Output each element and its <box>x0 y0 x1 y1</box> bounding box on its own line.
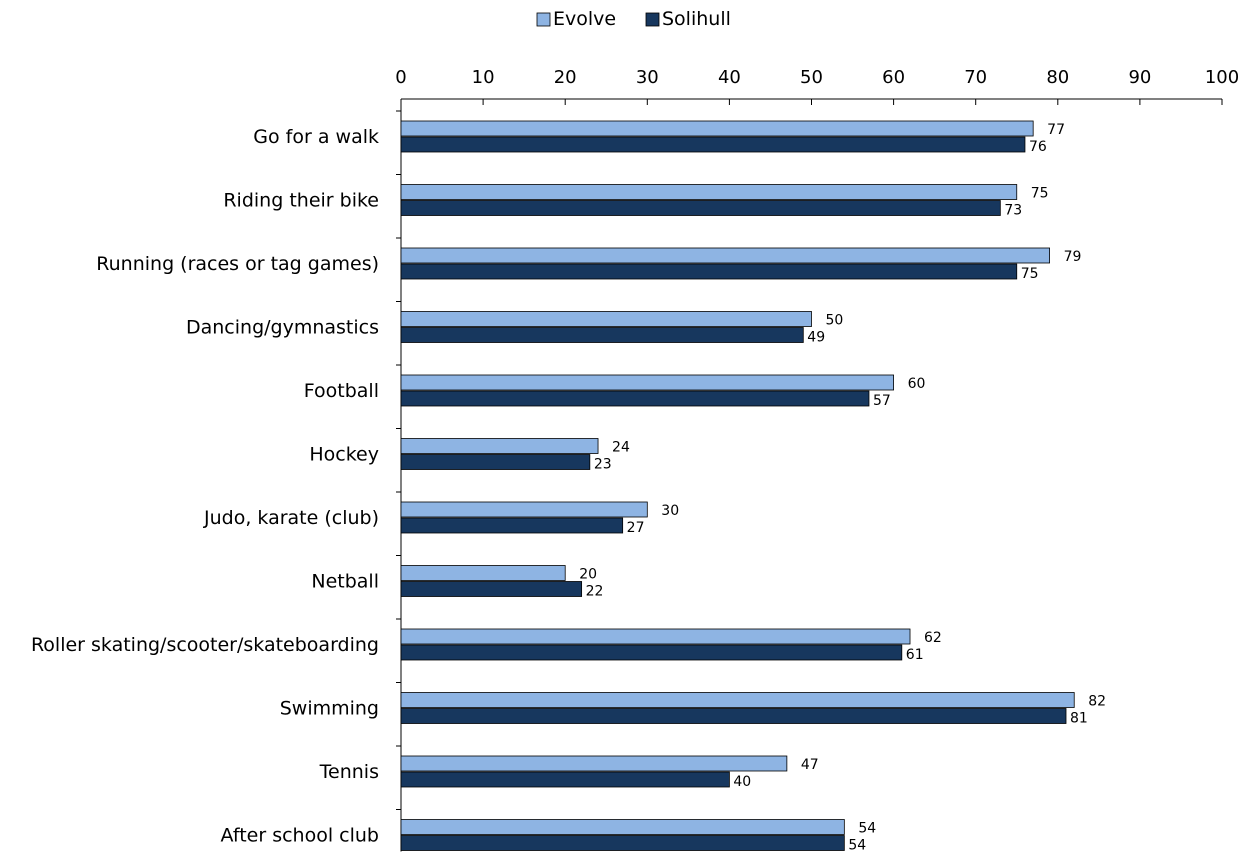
x-tick-label-0: 0 <box>395 67 406 88</box>
data-label-solihull-judo-karate-club: 27 <box>627 520 645 536</box>
category-label-swimming: Swimming <box>280 698 379 720</box>
legend: Evolve Solihull <box>536 8 731 30</box>
bar-solihull-dancing-gymnastics <box>400 327 804 343</box>
x-tick-label-30: 30 <box>636 67 659 88</box>
data-label-evolve-netball: 20 <box>579 567 597 583</box>
x-tick-label-60: 60 <box>882 67 905 88</box>
data-label-evolve-football: 60 <box>908 376 926 392</box>
data-label-solihull-riding-their-bike: 73 <box>1004 203 1022 219</box>
bar-solihull-swimming <box>400 708 1067 724</box>
x-tick-label-100: 100 <box>1205 67 1239 88</box>
legend-label-solihull: Solihull <box>662 8 731 30</box>
bar-evolve-roller-skating-scooter-skateboarding <box>400 628 911 645</box>
category-label-football: Football <box>304 380 379 402</box>
bar-solihull-go-for-a-walk <box>400 136 1026 153</box>
x-tick-label-10: 10 <box>472 67 495 88</box>
category-label-judo-karate-club: Judo, karate (club) <box>203 507 379 529</box>
category-labels: Go for a walk Riding their bike Running (r… <box>31 126 379 847</box>
category-label-netball: Netball <box>311 571 379 593</box>
bar-evolve-netball <box>400 565 566 581</box>
bar-solihull-football <box>400 390 870 407</box>
bar-evolve-dancing-gymnastics <box>400 311 812 327</box>
data-label-solihull-running-races-or-tag-games: 75 <box>1021 266 1039 282</box>
legend-label-evolve: Evolve <box>553 8 616 30</box>
data-label-evolve-roller-skating-scooter-skateboarding: 62 <box>924 630 942 646</box>
x-tick-label-70: 70 <box>964 67 987 88</box>
data-label-evolve-hockey: 24 <box>612 440 630 456</box>
data-label-solihull-go-for-a-walk: 76 <box>1029 139 1047 155</box>
data-label-solihull-netball: 22 <box>586 584 604 600</box>
category-label-after-school-club: After school club <box>221 825 379 847</box>
data-label-solihull-dancing-gymnastics: 49 <box>807 330 825 346</box>
bar-evolve-hockey <box>400 438 599 454</box>
bar-evolve-running-races-or-tag-games <box>400 247 1050 264</box>
data-label-evolve-judo-karate-club: 30 <box>661 503 679 519</box>
data-label-evolve-after-school-club: 54 <box>858 821 876 837</box>
data-label-evolve-dancing-gymnastics: 50 <box>826 313 844 329</box>
category-label-dancing-gymnastics: Dancing/gymnastics <box>186 317 379 339</box>
legend-swatch-solihull <box>645 12 660 27</box>
bar-evolve-swimming <box>400 692 1075 708</box>
legend-swatch-evolve <box>536 12 551 27</box>
category-label-riding-their-bike: Riding their bike <box>223 190 379 212</box>
data-label-evolve-go-for-a-walk: 77 <box>1047 122 1065 138</box>
data-label-solihull-swimming: 81 <box>1070 711 1088 727</box>
data-label-evolve-swimming: 82 <box>1088 694 1106 710</box>
bar-evolve-tennis <box>400 755 788 772</box>
bar-solihull-tennis <box>400 771 730 788</box>
x-tick-label-80: 80 <box>1046 67 1069 88</box>
bar-solihull-running-races-or-tag-games <box>400 263 1018 280</box>
bars <box>400 120 1075 851</box>
category-label-go-for-a-walk: Go for a walk <box>253 126 379 148</box>
category-label-tennis: Tennis <box>319 761 379 783</box>
bar-solihull-roller-skating-scooter-skateboarding <box>400 644 903 661</box>
bar-solihull-judo-karate-club <box>400 517 624 534</box>
category-label-roller-skating-scooter-skateboarding: Roller skating/scooter/skateboarding <box>31 634 379 656</box>
bar-evolve-after-school-club <box>400 819 845 835</box>
data-label-solihull-tennis: 40 <box>733 774 751 790</box>
data-label-solihull-roller-skating-scooter-skateboarding: 61 <box>906 647 924 663</box>
bar-solihull-after-school-club <box>400 835 845 851</box>
bar-evolve-judo-karate-club <box>400 501 648 518</box>
bar-evolve-riding-their-bike <box>400 184 1018 200</box>
category-label-running-races-or-tag-games: Running (races or tag games) <box>96 253 379 275</box>
bar-evolve-football <box>400 374 895 391</box>
bar-solihull-riding-their-bike <box>400 200 1001 216</box>
x-tick-label-50: 50 <box>800 67 823 88</box>
data-label-solihull-football: 57 <box>873 393 891 409</box>
data-label-evolve-riding-their-bike: 75 <box>1031 186 1049 202</box>
data-label-evolve-running-races-or-tag-games: 79 <box>1064 249 1082 265</box>
x-tick-label-20: 20 <box>554 67 577 88</box>
data-label-evolve-tennis: 47 <box>801 757 819 773</box>
bar-solihull-netball <box>400 581 583 597</box>
x-axis: 0 10 20 30 40 50 60 70 80 90 100 <box>395 67 1239 852</box>
x-tick-label-90: 90 <box>1128 67 1151 88</box>
bar-solihull-hockey <box>400 454 591 470</box>
category-label-hockey: Hockey <box>309 444 379 466</box>
data-label-solihull-after-school-club: 54 <box>848 838 866 854</box>
x-tick-label-40: 40 <box>718 67 741 88</box>
data-label-solihull-hockey: 23 <box>594 457 612 473</box>
bar-evolve-go-for-a-walk <box>400 120 1034 137</box>
